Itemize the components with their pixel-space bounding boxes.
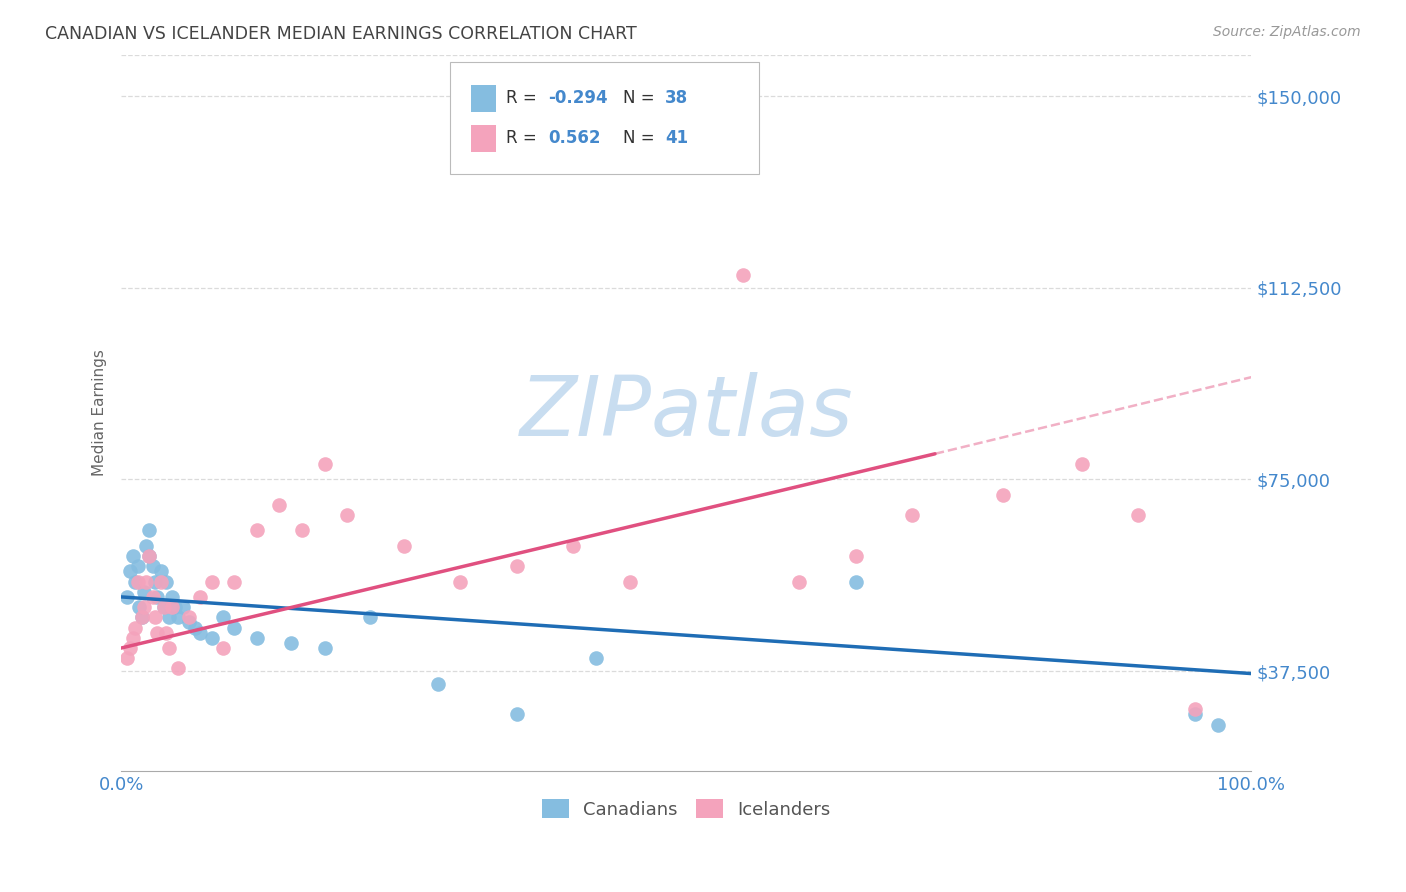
Text: 0.562: 0.562 [548,129,600,147]
Point [562,539,585,553]
Point [132,600,155,615]
Point [1184,707,1206,722]
Point [212,640,235,655]
Point [143,610,166,624]
Point [183,621,205,635]
Text: N =: N = [623,129,659,147]
Point [124,621,146,635]
Point [201,574,224,589]
Point [392,539,415,553]
Point [269,498,291,512]
Point [131,610,153,624]
Point [224,574,246,589]
Point [135,574,157,589]
Point [121,631,143,645]
Text: ZIPatlas: ZIPatlas [519,373,853,453]
Legend: Canadians, Icelanders: Canadians, Icelanders [534,792,838,826]
Text: R =: R = [506,89,543,107]
Point [1184,702,1206,716]
Point [188,625,211,640]
Point [153,600,176,615]
Text: 41: 41 [665,129,688,147]
Point [619,574,641,589]
Point [166,610,188,624]
Point [224,621,246,635]
Point [336,508,359,523]
Point [201,631,224,645]
Point [426,677,449,691]
Point [149,574,172,589]
Point [449,574,471,589]
Point [177,615,200,630]
Text: Source: ZipAtlas.com: Source: ZipAtlas.com [1213,25,1361,39]
Point [314,457,336,471]
Point [160,590,183,604]
Point [280,636,302,650]
Point [155,625,177,640]
Point [246,524,269,538]
Point [124,574,146,589]
Point [143,574,166,589]
Point [160,600,183,615]
Text: N =: N = [623,89,659,107]
Point [115,590,138,604]
Point [314,640,336,655]
Point [212,610,235,624]
Point [177,610,200,624]
Point [127,574,149,589]
Point [155,574,177,589]
Point [153,600,176,615]
Point [506,559,529,574]
Point [166,661,188,675]
Text: R =: R = [506,129,543,147]
Point [1206,717,1229,731]
Point [845,574,868,589]
Point [157,610,180,624]
Point [359,610,381,624]
Point [1128,508,1150,523]
Point [135,539,157,553]
Point [506,707,529,722]
Point [131,610,153,624]
Point [291,524,314,538]
Point [127,559,149,574]
Point [172,600,194,615]
Point [157,640,180,655]
Point [789,574,811,589]
Point [138,549,160,563]
Point [991,488,1014,502]
Point [121,549,143,563]
Text: -0.294: -0.294 [548,89,607,107]
Point [138,549,160,563]
Point [128,600,150,615]
Point [585,651,607,665]
Point [142,559,165,574]
Point [120,565,142,579]
Point [845,549,868,563]
Y-axis label: Median Earnings: Median Earnings [93,350,107,476]
Point [165,600,187,615]
Point [138,524,160,538]
Text: 38: 38 [665,89,688,107]
Point [146,590,169,604]
Point [188,590,211,604]
Point [120,640,142,655]
Point [142,590,165,604]
Point [149,565,172,579]
Point [731,268,754,282]
Text: CANADIAN VS ICELANDER MEDIAN EARNINGS CORRELATION CHART: CANADIAN VS ICELANDER MEDIAN EARNINGS CO… [45,25,637,43]
Point [115,651,138,665]
Point [246,631,269,645]
Point [146,625,169,640]
Point [132,584,155,599]
Point [1070,457,1092,471]
Point [901,508,924,523]
